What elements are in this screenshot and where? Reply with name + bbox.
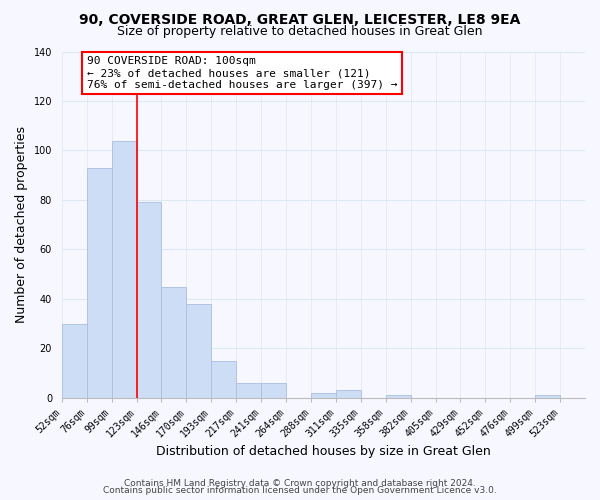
Bar xyxy=(261,383,286,398)
X-axis label: Distribution of detached houses by size in Great Glen: Distribution of detached houses by size … xyxy=(156,444,491,458)
Bar xyxy=(112,140,137,398)
Bar xyxy=(336,390,361,398)
Bar xyxy=(187,304,211,398)
Bar xyxy=(535,396,560,398)
Bar xyxy=(236,383,261,398)
Text: Contains public sector information licensed under the Open Government Licence v3: Contains public sector information licen… xyxy=(103,486,497,495)
Bar xyxy=(137,202,161,398)
Text: 90 COVERSIDE ROAD: 100sqm
← 23% of detached houses are smaller (121)
76% of semi: 90 COVERSIDE ROAD: 100sqm ← 23% of detac… xyxy=(86,56,397,90)
Bar xyxy=(211,361,236,398)
Text: Size of property relative to detached houses in Great Glen: Size of property relative to detached ho… xyxy=(117,25,483,38)
Text: Contains HM Land Registry data © Crown copyright and database right 2024.: Contains HM Land Registry data © Crown c… xyxy=(124,478,476,488)
Y-axis label: Number of detached properties: Number of detached properties xyxy=(15,126,28,323)
Bar xyxy=(311,393,336,398)
Text: 90, COVERSIDE ROAD, GREAT GLEN, LEICESTER, LE8 9EA: 90, COVERSIDE ROAD, GREAT GLEN, LEICESTE… xyxy=(79,12,521,26)
Bar xyxy=(86,168,112,398)
Bar xyxy=(386,396,410,398)
Bar xyxy=(62,324,86,398)
Bar xyxy=(161,286,187,398)
